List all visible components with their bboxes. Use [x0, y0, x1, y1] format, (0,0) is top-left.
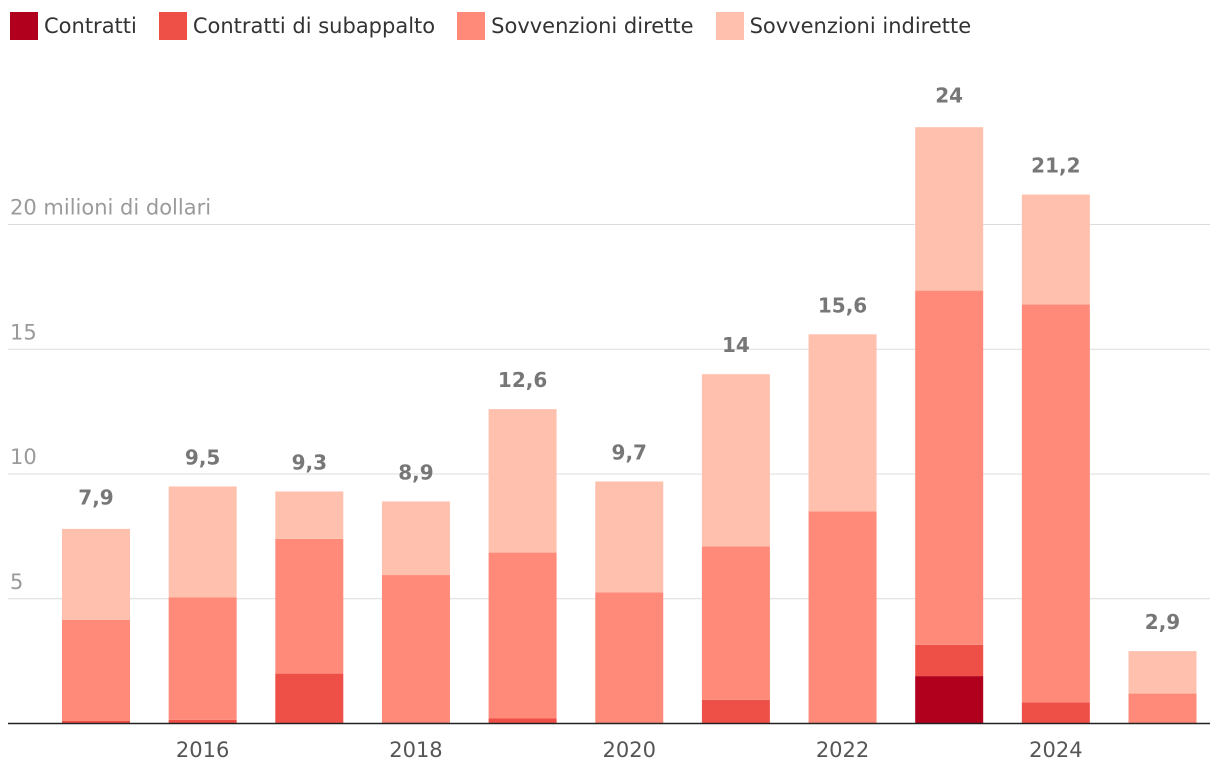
- labels-layer: 7,9 9,5 9,3 8,9 12,6 9,7 14 15,6 24 21,2 2,9: [78, 84, 1180, 634]
- total-label-2025: 2,9: [1145, 610, 1180, 634]
- axis-layer: 2016 2018 2020 2022 2024: [8, 722, 1210, 762]
- bar-2024-sovvenzioni-dirette: [1021, 304, 1090, 703]
- legend-swatch: [457, 12, 486, 40]
- bar-2019-sovvenzioni-indirette: [488, 409, 557, 553]
- bar-2020-sovvenzioni-dirette: [595, 592, 664, 724]
- bar-2025-sovvenzioni-indirette: [1128, 651, 1197, 694]
- x-tick-label-2022: 2022: [816, 738, 869, 762]
- total-label-2019: 12,6: [498, 368, 547, 392]
- bar-2021-contratti-di-subappalto: [701, 699, 770, 724]
- bar-2018-sovvenzioni-dirette: [381, 575, 450, 723]
- legend-label: Contratti: [44, 14, 137, 38]
- legend-label: Sovvenzioni dirette: [491, 14, 694, 38]
- bar-2017-sovvenzioni-dirette: [275, 538, 344, 674]
- y-tick-label-10: 10: [10, 445, 37, 469]
- bar-2019-contratti-di-subappalto: [488, 718, 557, 724]
- bar-2023-contratti: [915, 676, 984, 724]
- y-tick-label-20: 20 milioni di dollari: [10, 196, 211, 220]
- legend-swatch: [158, 12, 187, 40]
- legend-swatch: [10, 12, 38, 40]
- bar-2017-contratti-di-subappalto: [275, 673, 344, 724]
- total-label-2021: 14: [722, 333, 750, 357]
- legend-swatch: [715, 12, 744, 40]
- total-label-2020: 9,7: [612, 440, 647, 464]
- bar-2015-contratti-di-subappalto: [62, 721, 130, 724]
- bar-2022-sovvenzioni-indirette: [808, 334, 877, 512]
- total-label-2023: 24: [935, 84, 963, 108]
- legend-label: Sovvenzioni indirette: [749, 14, 972, 38]
- total-label-2022: 15,6: [818, 293, 867, 317]
- legend-item-contratti: Contratti: [10, 12, 137, 40]
- bar-2021-sovvenzioni-dirette: [701, 546, 770, 700]
- chart-legend: Contratti Contratti di subappalto Sovvenzi…: [10, 10, 971, 42]
- legend-label: Contratti di subappalto: [192, 14, 436, 38]
- bar-2015-sovvenzioni-indirette: [62, 528, 130, 620]
- legend-item-contratti-di-subappalto: Contratti di subappalto: [158, 12, 436, 40]
- bar-2023-sovvenzioni-indirette: [915, 127, 984, 291]
- bar-2016-contratti-di-subappalto: [168, 719, 237, 724]
- bar-2016-sovvenzioni-indirette: [168, 486, 237, 598]
- bar-2024-contratti-di-subappalto: [1021, 702, 1090, 724]
- bar-2016-sovvenzioni-dirette: [168, 597, 237, 720]
- bar-2020-sovvenzioni-indirette: [595, 481, 664, 593]
- legend-item-sovvenzioni-indirette: Sovvenzioni indirette: [715, 12, 972, 40]
- total-label-2015: 7,9: [78, 485, 113, 509]
- bar-2023-sovvenzioni-dirette: [915, 290, 984, 645]
- y-tick-label-15: 15: [10, 320, 37, 344]
- bars-layer: [62, 127, 1197, 724]
- y-tick-label-5: 5: [10, 570, 23, 594]
- x-tick-label-2018: 2018: [389, 738, 442, 762]
- x-tick-label-2024: 2024: [1029, 738, 1082, 762]
- bar-2022-sovvenzioni-dirette: [808, 511, 877, 724]
- bar-2021-sovvenzioni-indirette: [701, 374, 770, 547]
- total-label-2024: 21,2: [1031, 154, 1080, 178]
- bar-2017-sovvenzioni-indirette: [275, 491, 344, 539]
- bar-2025-sovvenzioni-dirette: [1128, 693, 1197, 724]
- bar-2018-sovvenzioni-indirette: [381, 501, 450, 576]
- x-tick-label-2016: 2016: [176, 738, 229, 762]
- bar-2024-sovvenzioni-indirette: [1021, 194, 1090, 305]
- total-label-2016: 9,5: [185, 445, 220, 469]
- x-tick-label-2020: 2020: [603, 738, 656, 762]
- total-label-2017: 9,3: [292, 450, 327, 474]
- bar-2019-sovvenzioni-dirette: [488, 552, 557, 719]
- bar-2023-contratti-di-subappalto: [915, 644, 984, 677]
- legend-item-sovvenzioni-dirette: Sovvenzioni dirette: [457, 12, 694, 40]
- bar-2015-sovvenzioni-dirette: [62, 619, 130, 722]
- total-label-2018: 8,9: [398, 460, 433, 484]
